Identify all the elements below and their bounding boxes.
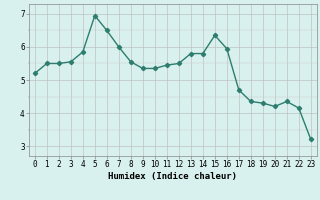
X-axis label: Humidex (Indice chaleur): Humidex (Indice chaleur) bbox=[108, 172, 237, 181]
